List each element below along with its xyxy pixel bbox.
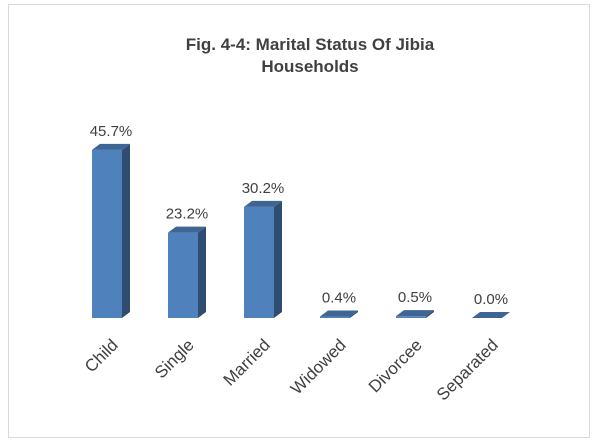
x-tick-label: Single bbox=[151, 335, 198, 382]
data-label: 30.2% bbox=[242, 180, 285, 197]
bar-top bbox=[168, 226, 206, 233]
x-tick-label: Married bbox=[220, 335, 274, 389]
data-label: 0.0% bbox=[474, 291, 508, 308]
bar-side bbox=[274, 200, 282, 318]
chart-title: Fig. 4-4: Marital Status Of Jibia Househ… bbox=[185, 35, 435, 76]
x-tick-label: Child bbox=[81, 335, 122, 376]
bar-top bbox=[472, 312, 510, 318]
bar-side bbox=[122, 143, 130, 318]
bar-front bbox=[244, 206, 274, 318]
x-tick-label: Divorcee bbox=[365, 335, 426, 396]
data-label: 0.4% bbox=[322, 290, 356, 307]
bar-front bbox=[320, 316, 350, 318]
bar-top bbox=[320, 310, 358, 317]
x-tick-label: Separated bbox=[433, 335, 502, 404]
chart-frame bbox=[8, 4, 590, 438]
x-tick-label: Widowed bbox=[287, 335, 350, 398]
bar-top bbox=[396, 310, 434, 317]
bar-front bbox=[168, 232, 198, 318]
bar-side bbox=[198, 226, 206, 318]
bar-front bbox=[92, 149, 122, 318]
bar-side bbox=[350, 310, 358, 318]
bar-top bbox=[244, 200, 282, 207]
bar-top bbox=[92, 143, 130, 150]
data-label: 45.7% bbox=[90, 123, 133, 140]
bar-side bbox=[426, 310, 434, 318]
data-label: 0.5% bbox=[398, 289, 432, 306]
data-label: 23.2% bbox=[166, 206, 209, 223]
bar-front bbox=[396, 316, 426, 318]
